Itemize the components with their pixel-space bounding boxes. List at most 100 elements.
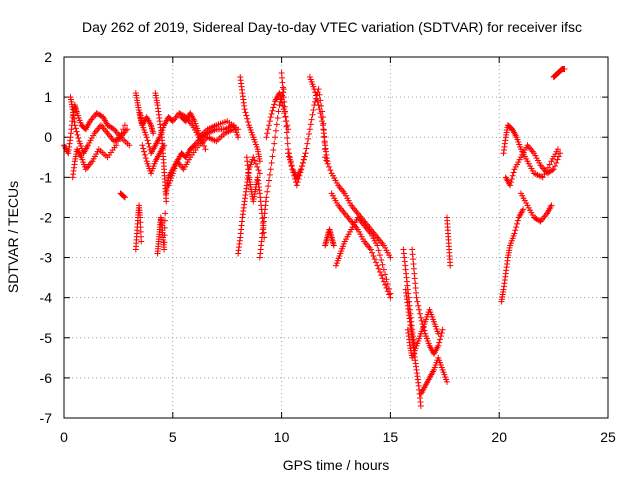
series-trace-ah (502, 142, 564, 189)
series-trace-x (328, 190, 394, 301)
data-point (150, 130, 157, 137)
data-point (436, 339, 443, 346)
data-point (272, 134, 279, 141)
data-point (382, 281, 389, 288)
data-point (387, 290, 394, 297)
data-point (309, 111, 316, 118)
data-point (121, 122, 128, 129)
grid-layer (64, 57, 608, 418)
data-point (121, 193, 128, 200)
data-point (72, 125, 79, 132)
data-point (419, 321, 426, 328)
data-point (379, 275, 386, 282)
data-point (284, 135, 291, 142)
data-point (202, 146, 209, 153)
data-point (242, 109, 249, 116)
data-point (265, 122, 272, 129)
data-point (386, 291, 393, 298)
data-point (317, 110, 324, 117)
data-point (314, 98, 321, 105)
data-point (378, 272, 385, 279)
data-point (121, 194, 128, 201)
data-point (301, 153, 308, 160)
data-point (414, 298, 421, 305)
data-point (307, 121, 314, 128)
x-tick-label: 10 (274, 429, 290, 445)
y-axis-label: SDTVAR / TECUs (5, 181, 21, 293)
data-point (118, 130, 125, 137)
data-point (510, 169, 517, 176)
data-point (303, 145, 310, 152)
data-point (198, 136, 205, 143)
data-point (266, 118, 273, 125)
data-point (383, 285, 390, 292)
data-point (386, 285, 393, 292)
data-point (300, 156, 307, 163)
data-point (299, 163, 306, 170)
data-point (145, 140, 152, 147)
data-point (294, 179, 301, 186)
series-trace-aa (402, 286, 424, 409)
data-point (550, 166, 557, 173)
data-point (284, 140, 291, 147)
data-point (326, 163, 333, 170)
data-point (267, 114, 274, 121)
series-trace-ad (417, 354, 450, 397)
series-trace-ai (517, 190, 555, 225)
data-point (243, 112, 250, 119)
data-point (199, 139, 206, 146)
series-trace-ae (443, 214, 454, 269)
data-point (283, 129, 290, 136)
data-point (370, 252, 377, 259)
data-point (276, 90, 283, 97)
data-point (554, 156, 561, 163)
data-point (293, 182, 300, 189)
data-point (244, 115, 251, 122)
data-point (251, 157, 258, 164)
data-point (269, 153, 276, 160)
data-point (416, 306, 423, 313)
data-point (330, 242, 337, 249)
series-trace-j (154, 210, 169, 257)
data-point (282, 118, 289, 125)
data-point (113, 142, 120, 149)
series-trace-af (498, 206, 527, 305)
data-point (161, 232, 168, 239)
series-trace-ag (500, 122, 561, 181)
data-point (378, 256, 385, 263)
data-point (254, 163, 261, 170)
series-trace-aj (550, 66, 568, 81)
data-point (252, 160, 259, 167)
data-point (387, 254, 394, 261)
data-point (305, 135, 312, 142)
data-point (144, 137, 151, 144)
data-point (513, 224, 520, 231)
x-tick-label: 0 (60, 429, 68, 445)
data-point (319, 118, 326, 125)
data-point (373, 259, 380, 266)
data-point (264, 188, 271, 195)
data-point (310, 106, 317, 113)
data-point (313, 95, 320, 102)
data-point (420, 324, 427, 331)
y-tick-label: -4 (40, 290, 53, 306)
data-point (415, 302, 422, 309)
data-point (267, 166, 274, 173)
data-point (417, 402, 424, 409)
y-tick-label: 0 (44, 129, 52, 145)
data-point (438, 329, 445, 336)
data-point (316, 106, 323, 113)
data-point (551, 163, 558, 170)
data-point (380, 266, 387, 273)
data-point (375, 265, 382, 272)
data-point (327, 167, 334, 174)
data-point (162, 210, 169, 217)
data-point (546, 161, 553, 168)
data-point (308, 116, 315, 123)
y-tick-label: 2 (44, 49, 52, 65)
data-point (437, 336, 444, 343)
y-tick-label: -2 (40, 209, 53, 225)
data-point (413, 294, 420, 301)
